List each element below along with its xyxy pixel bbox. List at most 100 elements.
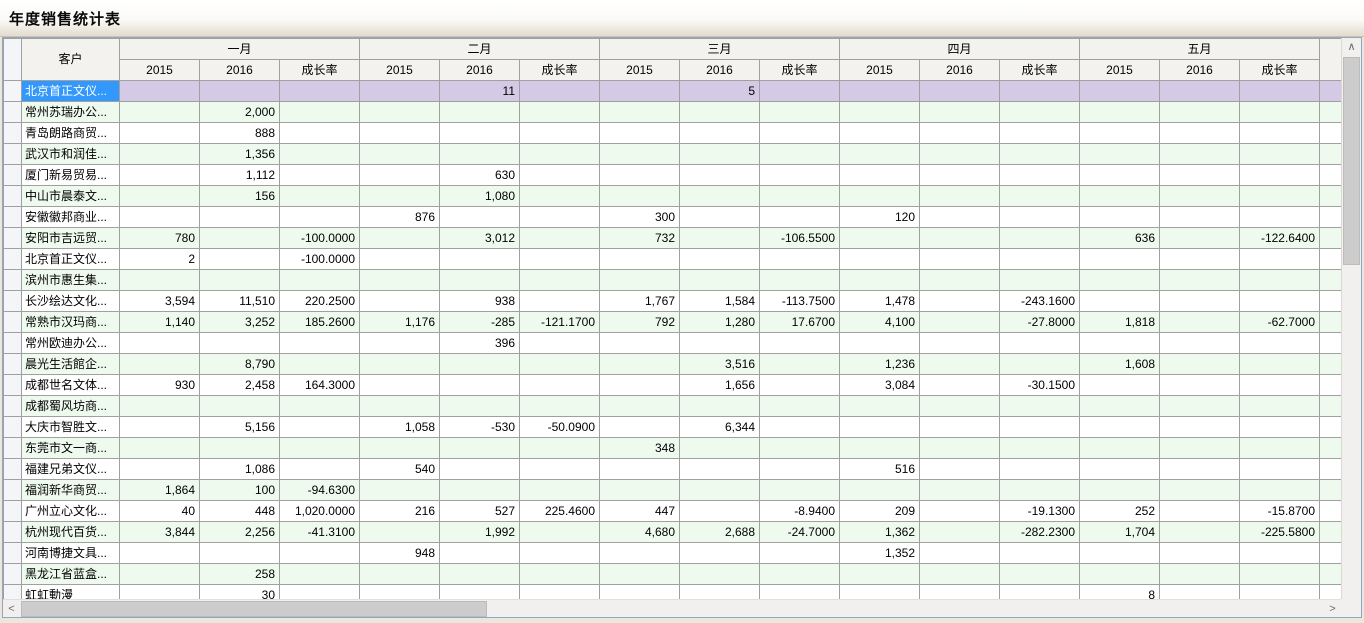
value-cell[interactable] [1239, 269, 1320, 291]
value-cell[interactable] [199, 80, 280, 102]
value-cell[interactable] [599, 269, 680, 291]
value-cell[interactable]: 948 [359, 542, 440, 564]
value-cell[interactable] [1239, 332, 1320, 354]
value-cell[interactable] [919, 437, 1000, 459]
value-cell[interactable] [439, 374, 520, 396]
value-cell[interactable] [1159, 164, 1240, 186]
value-cell[interactable] [1079, 563, 1160, 585]
value-cell[interactable] [999, 353, 1080, 375]
customer-name-cell[interactable]: 长沙绘达文化... [21, 290, 120, 312]
value-cell[interactable]: -41.3100 [279, 521, 360, 543]
value-cell[interactable] [519, 584, 600, 599]
value-cell[interactable] [839, 479, 920, 501]
value-cell[interactable] [1079, 479, 1160, 501]
value-cell[interactable] [1159, 353, 1240, 375]
value-cell[interactable] [519, 521, 600, 543]
value-cell[interactable] [119, 437, 200, 459]
value-cell[interactable] [519, 248, 600, 270]
value-cell[interactable] [759, 479, 840, 501]
row-indicator-cell[interactable] [3, 353, 22, 375]
value-cell[interactable] [759, 437, 840, 459]
value-cell[interactable] [439, 584, 520, 599]
value-cell[interactable]: 780 [119, 227, 200, 249]
row-indicator-cell[interactable] [3, 500, 22, 522]
customer-name-cell[interactable]: 东莞市文一商... [21, 437, 120, 459]
value-cell[interactable] [679, 122, 760, 144]
value-cell[interactable] [359, 374, 440, 396]
value-cell[interactable] [599, 248, 680, 270]
value-cell[interactable] [359, 122, 440, 144]
value-cell[interactable] [439, 101, 520, 123]
value-cell[interactable] [1239, 101, 1320, 123]
value-cell[interactable] [1159, 101, 1240, 123]
value-cell[interactable] [1079, 374, 1160, 396]
value-cell[interactable] [999, 542, 1080, 564]
filler-cell[interactable] [1319, 164, 1341, 186]
value-cell[interactable] [919, 122, 1000, 144]
value-cell[interactable] [599, 563, 680, 585]
customer-name-cell[interactable]: 常州欧迪办公... [21, 332, 120, 354]
value-cell[interactable] [1239, 164, 1320, 186]
value-cell[interactable] [759, 395, 840, 417]
value-cell[interactable] [759, 269, 840, 291]
row-indicator-cell[interactable] [3, 248, 22, 270]
value-cell[interactable] [919, 80, 1000, 102]
filler-cell[interactable] [1319, 584, 1341, 599]
value-cell[interactable]: 40 [119, 500, 200, 522]
value-cell[interactable] [439, 143, 520, 165]
value-cell[interactable]: 4,100 [839, 311, 920, 333]
horizontal-scrollbar[interactable]: < > [3, 599, 1341, 617]
value-cell[interactable]: 3,084 [839, 374, 920, 396]
value-cell[interactable]: -243.1600 [999, 290, 1080, 312]
value-cell[interactable] [439, 248, 520, 270]
value-cell[interactable] [1079, 416, 1160, 438]
value-cell[interactable] [1079, 332, 1160, 354]
value-cell[interactable]: 1,704 [1079, 521, 1160, 543]
value-cell[interactable] [599, 164, 680, 186]
value-cell[interactable] [279, 164, 360, 186]
value-cell[interactable] [919, 584, 1000, 599]
value-cell[interactable] [519, 143, 600, 165]
value-cell[interactable] [919, 500, 1000, 522]
value-cell[interactable]: -27.8000 [999, 311, 1080, 333]
value-cell[interactable]: 156 [199, 185, 280, 207]
value-cell[interactable] [119, 164, 200, 186]
filler-cell[interactable] [1319, 563, 1341, 585]
value-cell[interactable] [1079, 395, 1160, 417]
value-cell[interactable]: 636 [1079, 227, 1160, 249]
value-cell[interactable] [1159, 542, 1240, 564]
value-cell[interactable]: 516 [839, 458, 920, 480]
value-cell[interactable] [1239, 353, 1320, 375]
value-cell[interactable] [1079, 206, 1160, 228]
value-cell[interactable] [1079, 80, 1160, 102]
value-cell[interactable]: 209 [839, 500, 920, 522]
value-cell[interactable] [119, 542, 200, 564]
value-cell[interactable] [279, 563, 360, 585]
customer-name-cell[interactable]: 杭州现代百货... [21, 521, 120, 543]
value-cell[interactable] [759, 542, 840, 564]
value-cell[interactable] [1239, 290, 1320, 312]
value-cell[interactable] [1079, 458, 1160, 480]
value-cell[interactable] [599, 185, 680, 207]
filler-cell[interactable] [1319, 290, 1341, 312]
value-cell[interactable] [999, 248, 1080, 270]
value-cell[interactable] [1159, 227, 1240, 249]
row-indicator-cell[interactable] [3, 80, 22, 102]
value-cell[interactable]: 225.4600 [519, 500, 600, 522]
filler-cell[interactable] [1319, 206, 1341, 228]
value-cell[interactable]: 1,086 [199, 458, 280, 480]
value-cell[interactable] [199, 395, 280, 417]
value-cell[interactable] [519, 185, 600, 207]
value-cell[interactable] [839, 185, 920, 207]
value-cell[interactable] [999, 437, 1080, 459]
row-indicator-cell[interactable] [3, 416, 22, 438]
customer-name-cell[interactable]: 虹虹動漫 [21, 584, 120, 599]
value-cell[interactable] [999, 122, 1080, 144]
row-indicator-cell[interactable] [3, 269, 22, 291]
value-cell[interactable] [1159, 584, 1240, 599]
value-cell[interactable] [999, 143, 1080, 165]
value-cell[interactable] [519, 437, 600, 459]
value-cell[interactable] [279, 185, 360, 207]
row-indicator-cell[interactable] [3, 563, 22, 585]
value-cell[interactable]: 3,252 [199, 311, 280, 333]
